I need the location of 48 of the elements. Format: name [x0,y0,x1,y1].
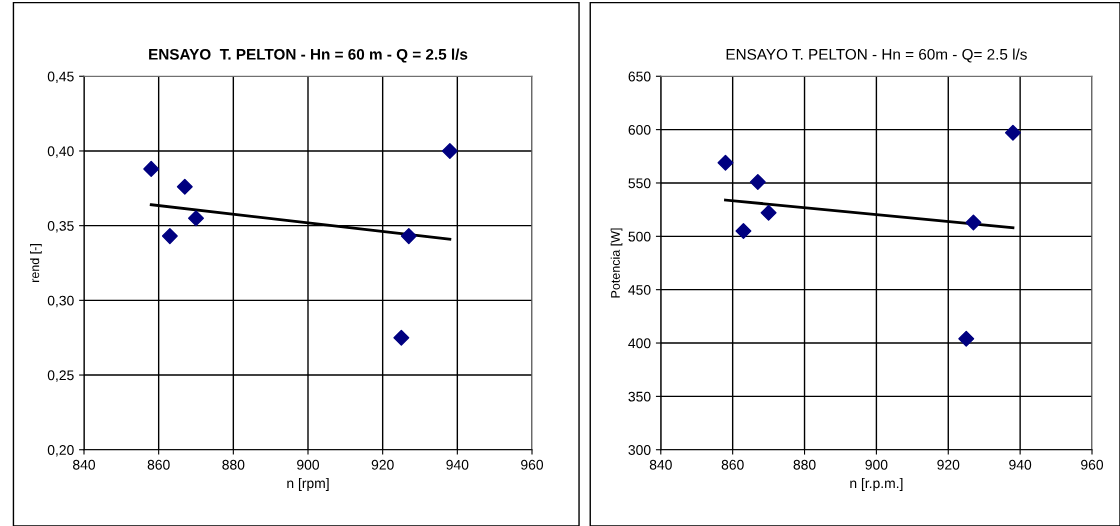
point [760,204,777,221]
point [958,330,975,347]
point [965,214,982,231]
point [393,329,410,346]
x-tick-label: 880 [222,459,245,470]
point [176,178,193,195]
y-tick-label: 600 [628,124,651,135]
x-tick-label: 960 [521,459,544,470]
x-tick-label: 840 [73,459,96,470]
y-tick-label: 0,40 [47,146,74,158]
y-tick-label: 0,25 [47,370,74,382]
x-tick-label: 940 [446,459,469,470]
x-tick-label: 960 [1081,459,1104,470]
y-tick-label: 500 [628,231,651,242]
x-tick-label: 900 [865,459,888,470]
point [441,142,458,159]
x-tick-label: 860 [147,459,170,470]
y-tick-label: 300 [628,445,651,455]
y-axis-title: rend [-] [30,244,42,282]
point [749,173,766,190]
chart-title: ENSAYO T. PELTON - Hn = 60 m - Q = 2.5 l/s [149,48,468,63]
y-tick-label: 0,45 [47,71,74,84]
point [143,160,160,177]
y-tick-label: 0,30 [47,295,74,308]
y-tick-label: 0,20 [47,445,74,457]
y-tick-label: 650 [628,71,651,82]
x-axis-title: n [r.p.m.] [850,477,903,491]
x-tick-label: 940 [1009,459,1032,470]
point [1004,124,1021,141]
y-axis-title: Potencia [W] [610,228,623,298]
point [188,210,204,227]
x-tick-label: 920 [371,459,394,470]
x-tick-label: 840 [649,459,672,470]
x-tick-label: 860 [721,459,744,470]
y-tick-label: 450 [628,285,651,295]
y-tick-label: 400 [628,338,651,349]
point [735,223,752,239]
point [161,228,178,245]
chart-title: ENSAYO T. PELTON - Hn = 60m - Q= 2.5 l/s [726,48,1027,63]
y-tick-label: 0,35 [47,220,74,233]
x-tick-label: 880 [793,459,816,470]
y-tick-label: 550 [628,178,651,189]
y-tick-label: 350 [628,391,651,402]
x-tick-label: 900 [297,459,320,470]
point [717,154,734,171]
x-tick-label: 920 [937,459,960,470]
point [400,228,417,245]
x-axis-title: n [rpm] [287,477,329,491]
